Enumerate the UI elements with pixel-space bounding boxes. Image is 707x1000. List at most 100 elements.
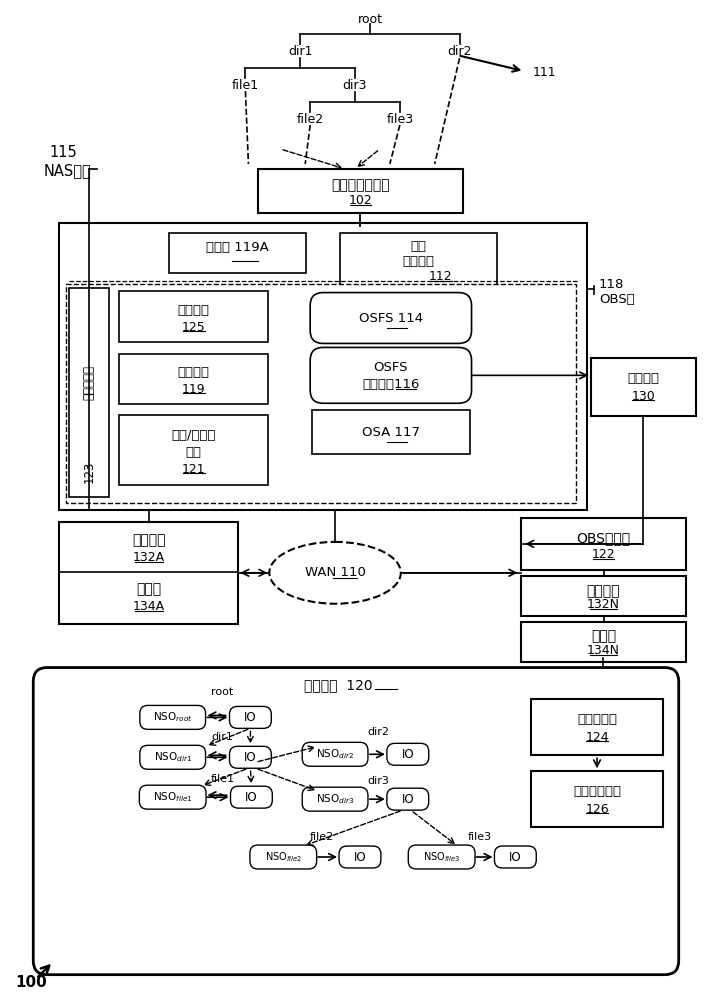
FancyBboxPatch shape bbox=[33, 668, 679, 975]
Text: 119: 119 bbox=[182, 383, 206, 396]
FancyBboxPatch shape bbox=[140, 745, 206, 769]
FancyBboxPatch shape bbox=[230, 746, 271, 768]
Bar bbox=[340, 233, 498, 287]
Text: IO: IO bbox=[244, 751, 257, 764]
Bar bbox=[591, 358, 696, 416]
Text: 121: 121 bbox=[182, 463, 206, 476]
Text: OSFS 114: OSFS 114 bbox=[358, 312, 423, 325]
Text: dir3: dir3 bbox=[367, 776, 389, 786]
Text: NSO$_{dir1}$: NSO$_{dir1}$ bbox=[153, 750, 192, 764]
Text: NSO$_{dir2}$: NSO$_{dir2}$ bbox=[316, 747, 354, 761]
FancyBboxPatch shape bbox=[310, 293, 472, 343]
Text: NSO$_{file1}$: NSO$_{file1}$ bbox=[153, 790, 192, 804]
Text: 130: 130 bbox=[631, 390, 655, 403]
Text: 126: 126 bbox=[585, 803, 609, 816]
Text: dir1: dir1 bbox=[211, 732, 233, 742]
Bar bbox=[119, 354, 269, 404]
FancyBboxPatch shape bbox=[408, 845, 475, 869]
Text: dir3: dir3 bbox=[343, 79, 367, 92]
Text: 高速缓存116: 高速缓存116 bbox=[362, 378, 419, 391]
Text: file3: file3 bbox=[386, 113, 414, 126]
Text: 132A: 132A bbox=[133, 551, 165, 564]
Text: IO: IO bbox=[402, 793, 414, 806]
Bar bbox=[531, 771, 662, 827]
Text: 132N: 132N bbox=[587, 598, 620, 611]
Text: dir2: dir2 bbox=[448, 45, 472, 58]
Text: 对象存储  120: 对象存储 120 bbox=[304, 678, 373, 692]
FancyBboxPatch shape bbox=[230, 786, 272, 808]
Text: NAS网关: NAS网关 bbox=[43, 163, 91, 178]
Text: 134N: 134N bbox=[587, 644, 620, 657]
Text: IO: IO bbox=[509, 851, 522, 864]
Text: 压缩/解压缩: 压缩/解压缩 bbox=[171, 429, 216, 442]
Text: IO: IO bbox=[245, 791, 258, 804]
Text: 存档数据文件: 存档数据文件 bbox=[573, 785, 621, 798]
Bar bbox=[258, 169, 462, 213]
Text: NSO$_{file3}$: NSO$_{file3}$ bbox=[423, 850, 460, 864]
Text: 安全模块: 安全模块 bbox=[177, 304, 210, 317]
Text: 恢复库: 恢复库 bbox=[591, 630, 616, 644]
Text: file1: file1 bbox=[211, 774, 235, 784]
Text: 元数据模块: 元数据模块 bbox=[83, 365, 95, 400]
Text: root: root bbox=[211, 687, 233, 697]
Bar bbox=[59, 223, 587, 510]
Text: 111: 111 bbox=[532, 66, 556, 79]
Bar bbox=[169, 233, 306, 273]
Text: 112: 112 bbox=[429, 270, 452, 283]
FancyBboxPatch shape bbox=[250, 845, 317, 869]
Text: 恢复库: 恢复库 bbox=[136, 582, 161, 596]
Text: OSFS: OSFS bbox=[373, 361, 408, 374]
Text: file2: file2 bbox=[310, 832, 334, 842]
Text: dir2: dir2 bbox=[367, 727, 389, 737]
FancyBboxPatch shape bbox=[230, 706, 271, 728]
Bar bbox=[66, 284, 576, 503]
Text: 134A: 134A bbox=[133, 600, 165, 613]
Text: 100: 100 bbox=[16, 975, 47, 990]
Text: dir1: dir1 bbox=[288, 45, 312, 58]
Bar bbox=[59, 522, 238, 624]
Text: 124: 124 bbox=[585, 731, 609, 744]
Bar bbox=[312, 410, 469, 454]
Bar bbox=[531, 699, 662, 755]
Text: IO: IO bbox=[244, 711, 257, 724]
Bar bbox=[521, 622, 686, 662]
Text: 123: 123 bbox=[83, 461, 95, 483]
Bar bbox=[521, 518, 686, 570]
Bar bbox=[69, 288, 109, 497]
Text: IO: IO bbox=[402, 748, 414, 761]
Text: 125: 125 bbox=[182, 321, 206, 334]
Text: OBS客户端: OBS客户端 bbox=[576, 531, 631, 545]
Text: 恢复节点: 恢复节点 bbox=[132, 533, 165, 547]
Text: 去重引擎: 去重引擎 bbox=[177, 366, 210, 379]
Text: IO: IO bbox=[354, 851, 366, 864]
Text: 118: 118 bbox=[599, 278, 624, 291]
Bar bbox=[521, 576, 686, 616]
Text: 122: 122 bbox=[592, 548, 615, 561]
Text: 虚拟: 虚拟 bbox=[411, 240, 427, 253]
Text: NSO$_{root}$: NSO$_{root}$ bbox=[153, 710, 192, 724]
Text: WAN 110: WAN 110 bbox=[305, 566, 366, 579]
Text: root: root bbox=[358, 13, 382, 26]
Text: NSO$_{file2}$: NSO$_{file2}$ bbox=[264, 850, 302, 864]
Text: 查找表 119A: 查找表 119A bbox=[206, 241, 269, 254]
Text: 元数据对象: 元数据对象 bbox=[577, 713, 617, 726]
Text: 102: 102 bbox=[349, 194, 373, 207]
Text: 115: 115 bbox=[49, 145, 77, 160]
Text: 文件系统: 文件系统 bbox=[403, 255, 435, 268]
Text: file1: file1 bbox=[232, 79, 259, 92]
Text: 文件系统客户端: 文件系统客户端 bbox=[331, 178, 390, 192]
Ellipse shape bbox=[269, 542, 401, 604]
Bar bbox=[119, 415, 269, 485]
Bar bbox=[119, 291, 269, 342]
FancyBboxPatch shape bbox=[387, 743, 428, 765]
FancyBboxPatch shape bbox=[494, 846, 537, 868]
Text: 模块: 模块 bbox=[186, 446, 201, 459]
Text: 恢复节点: 恢复节点 bbox=[587, 584, 620, 598]
Text: OSA 117: OSA 117 bbox=[362, 426, 420, 439]
FancyBboxPatch shape bbox=[302, 742, 368, 766]
FancyBboxPatch shape bbox=[339, 846, 381, 868]
FancyBboxPatch shape bbox=[140, 705, 206, 729]
FancyBboxPatch shape bbox=[387, 788, 428, 810]
Text: NSO$_{dir3}$: NSO$_{dir3}$ bbox=[316, 792, 354, 806]
FancyBboxPatch shape bbox=[139, 785, 206, 809]
